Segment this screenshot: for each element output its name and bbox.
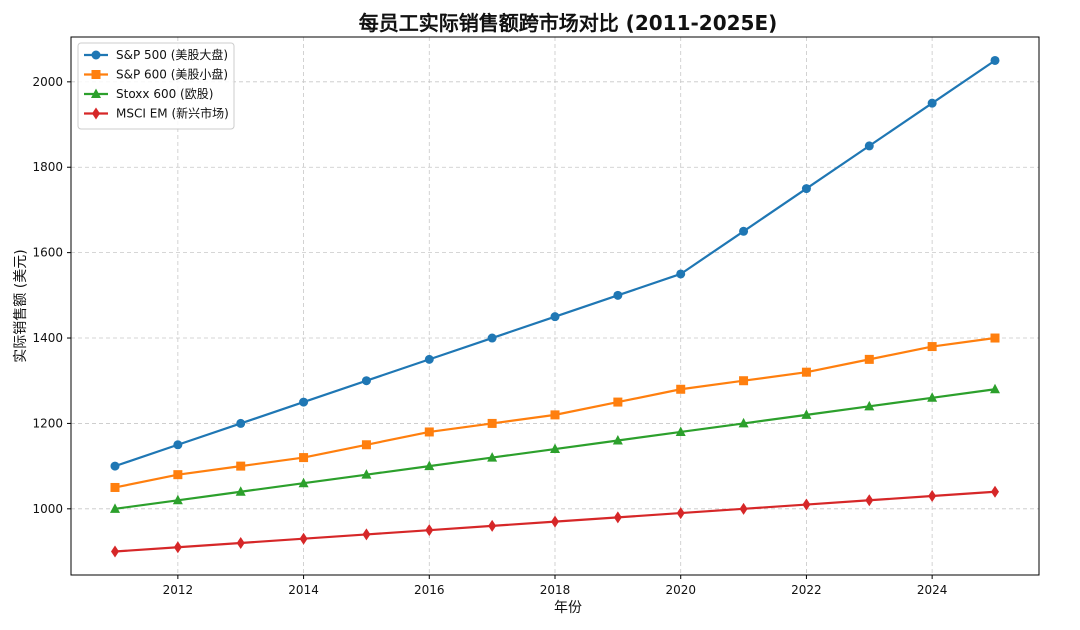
x-tick-label: 2024 (917, 583, 948, 597)
data-point (487, 418, 497, 428)
x-tick-label: 2016 (414, 583, 445, 597)
data-point (424, 427, 434, 437)
legend-label: MSCI EM (新兴市场) (116, 106, 229, 121)
data-point (110, 482, 120, 492)
data-point (550, 410, 560, 420)
data-point (990, 55, 1000, 65)
x-tick-label: 2022 (791, 583, 822, 597)
data-point (361, 376, 371, 386)
legend-box (77, 42, 235, 130)
data-point (236, 536, 245, 549)
legend-item: MSCI EM (新兴市场) (84, 106, 229, 121)
data-point (613, 397, 623, 407)
data-point (801, 409, 812, 419)
series-1 (110, 333, 1000, 492)
data-point (487, 452, 498, 462)
data-point (613, 511, 622, 524)
legend-item: S&P 500 (美股大盘) (84, 47, 228, 62)
y-tick-label: 2000 (32, 75, 63, 89)
data-point (110, 503, 120, 513)
data-point (801, 367, 811, 377)
data-point (676, 269, 686, 279)
data-point (551, 515, 559, 528)
ticks: 2012 2014 2016 2018 2020 2022 2024 1000 1200 1400… (32, 75, 947, 597)
data-point (172, 494, 183, 505)
data-point (613, 290, 623, 300)
legend-item: S&P 600 (美股小盘) (84, 67, 228, 82)
data-point (676, 507, 685, 520)
data-point (802, 498, 811, 511)
data-point (801, 184, 811, 194)
y-tick-label: 1600 (32, 246, 63, 260)
y-axis-label: 实际销售额 (美元) (13, 249, 29, 362)
series-layer (110, 55, 1000, 558)
data-point (173, 470, 183, 480)
data-point (488, 519, 497, 532)
data-point (173, 440, 183, 450)
x-tick-label: 2018 (540, 583, 571, 597)
data-point (298, 477, 309, 488)
data-point (990, 383, 1000, 394)
legend-label: Stoxx 600 (欧股) (116, 87, 213, 101)
legend-marker (91, 70, 101, 79)
legend-label: S&P 500 (美股大盘) (116, 47, 228, 62)
x-tick-label: 2012 (163, 583, 194, 597)
legend-item: Stoxx 600 (欧股) (84, 87, 213, 101)
series-2 (110, 383, 1000, 513)
y-tick-label: 1800 (32, 160, 63, 174)
legend-marker (92, 107, 100, 120)
chart-title: 每员工实际销售额跨市场对比 (2011-2025E) (359, 11, 778, 35)
data-point (991, 485, 999, 498)
data-point (361, 469, 372, 479)
data-point (927, 342, 937, 352)
data-point (550, 312, 560, 322)
data-point (424, 354, 434, 364)
x-tick-label: 2020 (665, 583, 696, 597)
data-point (927, 98, 937, 108)
data-point (865, 494, 874, 507)
series-3 (111, 485, 999, 558)
legend: S&P 500 (美股大盘) S&P 600 (美股小盘) Stoxx 600 (欧… (77, 42, 235, 130)
data-point (487, 333, 497, 343)
data-point (864, 141, 874, 151)
y-tick-label: 1400 (32, 331, 63, 345)
data-point (173, 541, 182, 554)
data-point (111, 545, 119, 558)
data-point (927, 392, 938, 402)
data-point (236, 418, 246, 428)
data-point (299, 397, 309, 407)
data-point (299, 532, 308, 545)
data-point (110, 461, 120, 471)
legend-marker (91, 88, 101, 98)
data-point (235, 486, 246, 496)
data-point (864, 400, 875, 411)
y-tick-label: 1000 (32, 502, 63, 516)
data-point (739, 376, 749, 386)
data-point (864, 354, 874, 364)
data-point (739, 502, 748, 515)
data-point (361, 440, 371, 450)
legend-label: S&P 600 (美股小盘) (116, 67, 228, 82)
series-0 (110, 55, 1000, 471)
data-point (738, 417, 749, 428)
data-point (676, 384, 686, 394)
data-point (236, 461, 246, 471)
legend-marker (91, 50, 101, 60)
x-tick-label: 2014 (288, 583, 319, 597)
data-point (675, 426, 686, 436)
data-point (739, 226, 749, 236)
data-point (425, 524, 434, 537)
data-point (928, 490, 937, 503)
x-axis-label: 年份 (554, 600, 582, 616)
y-tick-label: 1200 (32, 416, 63, 430)
data-point (990, 333, 1000, 343)
data-point (550, 443, 560, 454)
data-point (299, 453, 309, 463)
data-point (424, 460, 435, 471)
data-point (612, 435, 623, 445)
data-point (362, 528, 371, 541)
